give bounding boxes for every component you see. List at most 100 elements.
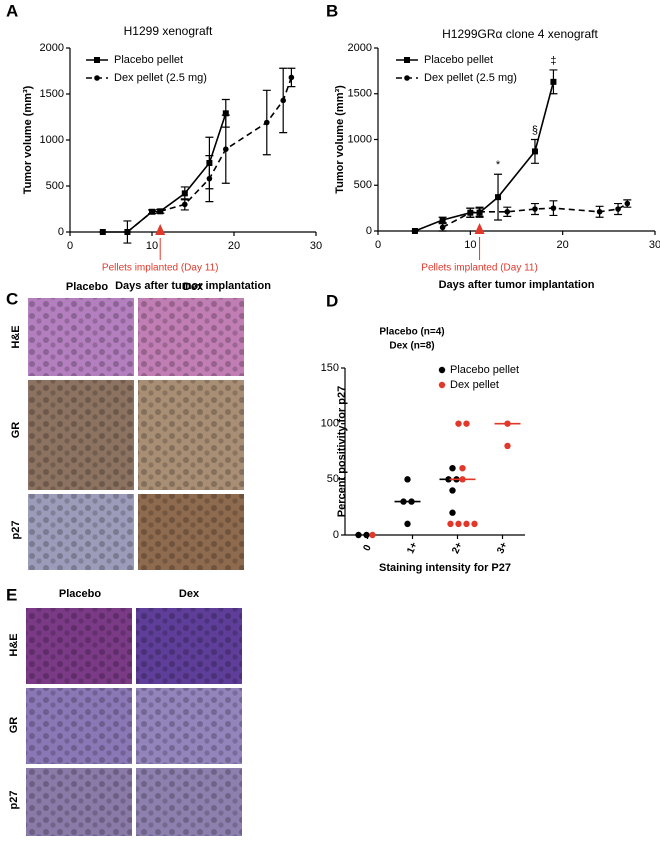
legend-marker (94, 57, 100, 63)
marker (550, 205, 557, 211)
chart-title: H1299GRα clone 4 xenograft (442, 27, 598, 41)
y-tick-label: 1000 (40, 134, 64, 146)
micrograph-grid: Placebo Dex H&E GR p27 (10, 281, 244, 570)
row-label: H&E (8, 633, 20, 656)
marker (596, 208, 603, 215)
y-tick-label: 2000 (348, 42, 372, 54)
legend-marker (438, 366, 446, 374)
marker (615, 206, 621, 212)
legend-marker (404, 57, 410, 63)
point (369, 531, 376, 539)
x-tick-label: 30 (649, 239, 660, 251)
x-tick-label: 1+ (405, 540, 420, 555)
marker (532, 206, 538, 212)
legend-label: Placebo pellet (114, 54, 183, 66)
y-tick-label: 1500 (348, 88, 372, 100)
marker (531, 148, 538, 155)
micrograph-texture (28, 380, 134, 490)
marker (467, 209, 474, 216)
y-tick-label: 500 (46, 180, 64, 192)
marker (223, 146, 229, 152)
row-label: p27 (8, 791, 20, 810)
y-tick-label: 0 (333, 529, 339, 541)
column-label: Placebo (66, 281, 108, 293)
legend-label: Placebo pellet (450, 364, 519, 376)
marker (439, 224, 446, 231)
marker (288, 74, 295, 81)
point (463, 520, 470, 528)
legend-label: Dex pellet (2.5 mg) (424, 72, 517, 84)
x-tick-label: 2+ (450, 540, 465, 555)
y-tick-label: 50 (327, 473, 339, 485)
micrograph-texture (26, 688, 132, 764)
micrograph-texture (136, 768, 242, 836)
x-tick-label: 10 (146, 240, 158, 252)
point (355, 531, 362, 539)
panel-label: E (6, 585, 17, 604)
x-tick-label: 0 (67, 240, 73, 252)
point (463, 420, 470, 427)
x-axis-label: Days after tumor implantation (115, 280, 271, 292)
point (404, 476, 411, 483)
y-tick-label: 2000 (40, 42, 64, 54)
row-label: GR (10, 422, 22, 439)
annotation-arrowhead (155, 224, 166, 235)
point (504, 442, 511, 450)
point (455, 420, 462, 427)
y-tick-label: 0 (58, 226, 64, 238)
micrograph-texture (26, 768, 132, 836)
marker (550, 78, 557, 85)
legend-marker (438, 381, 446, 389)
point (404, 520, 411, 528)
series-line (442, 202, 628, 229)
marker (476, 208, 483, 215)
chart-title: Placebo (n=4) (379, 327, 444, 338)
marker (504, 208, 511, 215)
marker (624, 200, 631, 207)
micrograph-texture (136, 608, 242, 684)
significance-mark: * (496, 159, 501, 171)
micrograph-texture (138, 494, 244, 570)
marker (182, 201, 188, 208)
micrograph-texture (26, 608, 132, 684)
panel-label: B (326, 1, 338, 20)
marker (264, 119, 270, 126)
x-tick-label: 30 (310, 240, 322, 252)
x-tick-label: 0 (375, 239, 381, 251)
x-tick-label: 3+ (495, 540, 510, 555)
point (459, 465, 466, 472)
x-axis-label: Staining intensity for P27 (379, 562, 511, 574)
panel-label: C (6, 289, 18, 308)
marker (222, 110, 229, 117)
y-tick-label: 1000 (348, 133, 372, 145)
legend-label: Dex pellet (2.5 mg) (114, 72, 207, 84)
marker (411, 228, 418, 234)
y-tick-label: 1500 (40, 88, 64, 100)
row-label: GR (8, 717, 20, 734)
legend-label: Dex pellet (450, 379, 499, 391)
annotation-arrowhead (474, 223, 485, 234)
y-tick-label: 100 (321, 418, 339, 430)
legend-label: Placebo pellet (424, 54, 493, 66)
marker (439, 217, 446, 224)
y-tick-label: 0 (366, 225, 372, 237)
series-line (102, 113, 227, 233)
significance-mark: ‡ (550, 55, 556, 67)
significance-mark: § (532, 124, 538, 136)
micrograph-texture (136, 688, 242, 764)
y-axis-label: Tumor volume (mm³) (22, 85, 34, 194)
micrograph-grid: Placebo Dex H&E GR p27 (8, 588, 242, 836)
y-tick-label: 150 (321, 362, 339, 374)
micrograph-texture (138, 298, 244, 376)
point (449, 465, 456, 472)
marker (181, 190, 188, 197)
y-axis-label: Percent positivity for p27 (336, 386, 348, 517)
marker (149, 208, 155, 215)
x-tick-label: 20 (557, 239, 569, 251)
column-label: Placebo (59, 588, 101, 600)
row-label: p27 (10, 521, 22, 540)
point (455, 520, 462, 528)
marker (280, 97, 287, 104)
point (449, 487, 456, 494)
